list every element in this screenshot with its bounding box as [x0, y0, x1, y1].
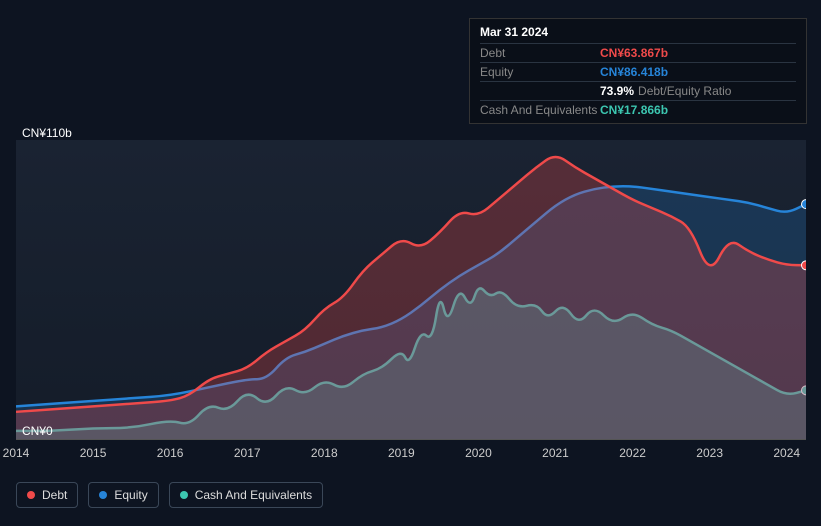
x-tick: 2015: [80, 446, 107, 460]
legend-label: Equity: [114, 488, 147, 502]
tooltip-row-value: CN¥86.418b: [600, 65, 668, 79]
tooltip-row-label: Cash And Equivalents: [480, 103, 600, 117]
legend-label: Debt: [42, 488, 67, 502]
equity-series-end-dot: [802, 200, 807, 209]
legend-item-debt[interactable]: Debt: [16, 482, 78, 508]
legend-swatch: [180, 491, 188, 499]
debt-series-end-dot: [802, 261, 807, 270]
tooltip-row-label: [480, 84, 600, 98]
x-tick: 2018: [311, 446, 338, 460]
legend-item-cash-and-equivalents[interactable]: Cash And Equivalents: [169, 482, 323, 508]
x-axis: 2014201520162017201820192020202120222023…: [16, 446, 806, 466]
legend: Debt Equity Cash And Equivalents: [16, 482, 323, 508]
tooltip-date: Mar 31 2024: [480, 25, 796, 39]
legend-swatch: [99, 491, 107, 499]
chart-tooltip: Mar 31 2024 DebtCN¥63.867bEquityCN¥86.41…: [469, 18, 807, 124]
tooltip-row-label: Equity: [480, 65, 600, 79]
x-tick: 2021: [542, 446, 569, 460]
tooltip-row: DebtCN¥63.867b: [480, 43, 796, 62]
chart-plot-area: [16, 140, 806, 440]
tooltip-row: 73.9% Debt/Equity Ratio: [480, 81, 796, 100]
x-tick: 2022: [619, 446, 646, 460]
x-tick: 2017: [234, 446, 261, 460]
legend-label: Cash And Equivalents: [195, 488, 312, 502]
x-tick: 2024: [773, 446, 800, 460]
tooltip-row-note: Debt/Equity Ratio: [638, 84, 731, 98]
x-tick: 2020: [465, 446, 492, 460]
x-tick: 2014: [3, 446, 30, 460]
x-tick: 2016: [157, 446, 184, 460]
tooltip-row: EquityCN¥86.418b: [480, 62, 796, 81]
x-tick: 2019: [388, 446, 415, 460]
tooltip-row-value: 73.9%: [600, 84, 634, 98]
y-axis-min-label: CN¥0: [22, 424, 53, 438]
tooltip-row-value: CN¥63.867b: [600, 46, 668, 60]
tooltip-row-value: CN¥17.866b: [600, 103, 668, 117]
x-tick: 2023: [696, 446, 723, 460]
y-axis-max-label: CN¥110b: [22, 126, 72, 140]
legend-item-equity[interactable]: Equity: [88, 482, 158, 508]
chart-svg: [16, 140, 806, 439]
tooltip-row: Cash And EquivalentsCN¥17.866b: [480, 100, 796, 119]
legend-swatch: [27, 491, 35, 499]
tooltip-row-label: Debt: [480, 46, 600, 60]
